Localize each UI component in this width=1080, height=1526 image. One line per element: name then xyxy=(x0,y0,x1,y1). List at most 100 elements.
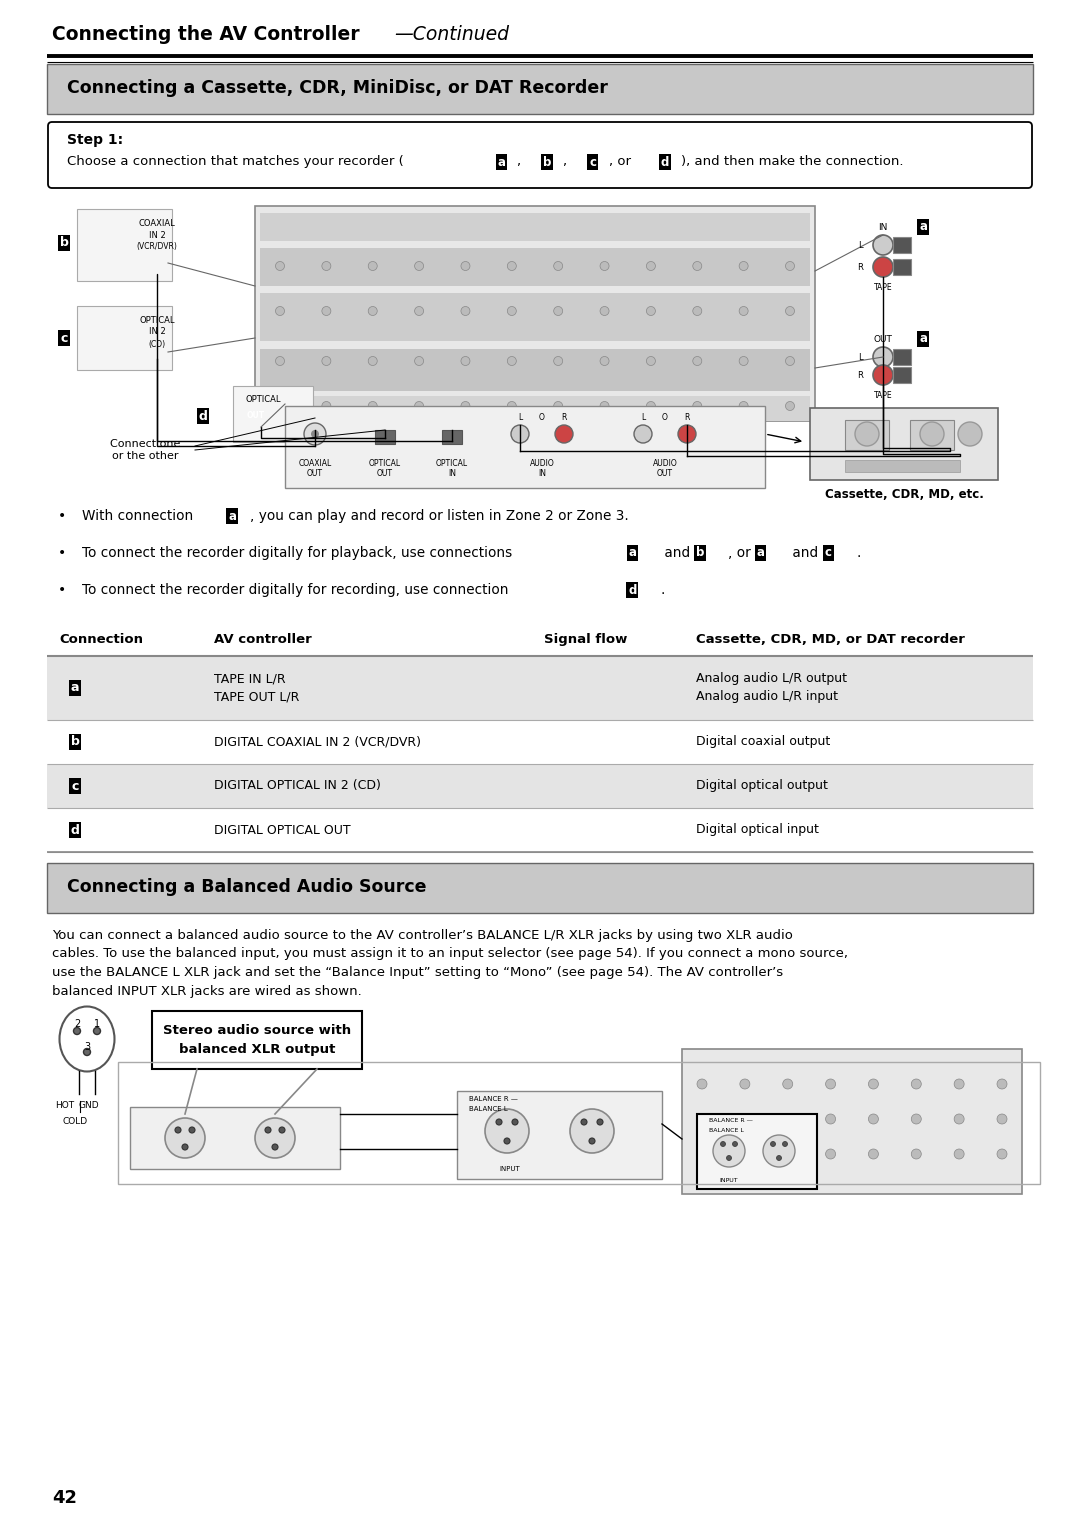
Circle shape xyxy=(600,261,609,270)
Bar xyxy=(77,209,172,281)
Text: IN 2: IN 2 xyxy=(149,328,165,337)
Circle shape xyxy=(189,1128,195,1132)
Circle shape xyxy=(783,1149,793,1160)
Text: TAPE IN L/R
TAPE OUT L/R: TAPE IN L/R TAPE OUT L/R xyxy=(214,673,299,703)
Text: INPUT: INPUT xyxy=(719,1178,738,1184)
Text: IN: IN xyxy=(878,223,888,232)
Text: IN 2: IN 2 xyxy=(149,230,165,240)
Bar xyxy=(48,656,1032,720)
Bar xyxy=(893,366,912,383)
Circle shape xyxy=(554,307,563,316)
Circle shape xyxy=(783,1114,793,1125)
Circle shape xyxy=(322,307,330,316)
Circle shape xyxy=(153,259,161,267)
Circle shape xyxy=(954,1149,964,1160)
Text: Cassette, CDR, MD, or DAT recorder: Cassette, CDR, MD, or DAT recorder xyxy=(696,633,964,647)
Circle shape xyxy=(647,401,656,410)
Text: BALANCE L: BALANCE L xyxy=(708,1129,744,1134)
Circle shape xyxy=(275,261,284,270)
Text: , you can play and record or listen in Zone 2 or Zone 3.: , you can play and record or listen in Z… xyxy=(249,510,629,523)
Circle shape xyxy=(727,1155,731,1160)
Circle shape xyxy=(415,307,423,316)
Circle shape xyxy=(647,307,656,316)
Bar xyxy=(48,720,1032,765)
Text: AUDIO
IN: AUDIO IN xyxy=(529,459,554,478)
Text: a: a xyxy=(71,682,79,694)
Circle shape xyxy=(461,401,470,410)
Bar xyxy=(681,1048,1022,1193)
Circle shape xyxy=(415,357,423,366)
Text: BALANCE L: BALANCE L xyxy=(469,1106,508,1112)
Circle shape xyxy=(554,261,563,270)
Text: O: O xyxy=(539,414,545,423)
Text: GND: GND xyxy=(79,1102,99,1111)
Circle shape xyxy=(368,261,377,270)
Text: Connecting the AV Controller: Connecting the AV Controller xyxy=(52,24,360,44)
Circle shape xyxy=(873,346,893,366)
Text: AUDIO
OUT: AUDIO OUT xyxy=(652,459,677,478)
Text: a: a xyxy=(919,333,927,345)
Text: 42: 42 xyxy=(52,1489,77,1508)
Circle shape xyxy=(275,307,284,316)
Circle shape xyxy=(954,1079,964,1090)
Text: •: • xyxy=(58,546,66,560)
Text: d: d xyxy=(199,409,207,423)
Text: ), and then make the connection.: ), and then make the connection. xyxy=(680,156,903,168)
Circle shape xyxy=(600,401,609,410)
Circle shape xyxy=(740,1079,750,1090)
Bar xyxy=(143,353,171,366)
Bar xyxy=(48,864,1032,913)
Circle shape xyxy=(785,357,795,366)
Text: a: a xyxy=(228,510,237,522)
Bar xyxy=(893,237,912,253)
Bar xyxy=(260,397,810,421)
Text: You can connect a balanced audio source to the AV controller’s BALANCE L/R XLR j: You can connect a balanced audio source … xyxy=(52,929,848,998)
Text: ,: , xyxy=(563,156,571,168)
Circle shape xyxy=(770,1141,775,1146)
Circle shape xyxy=(265,1128,271,1132)
Bar xyxy=(152,1012,362,1070)
Circle shape xyxy=(322,357,330,366)
Text: TAPE: TAPE xyxy=(874,282,892,291)
Bar xyxy=(48,64,1032,114)
Bar xyxy=(130,1106,340,1169)
Circle shape xyxy=(739,357,748,366)
Circle shape xyxy=(920,423,944,446)
Text: .: . xyxy=(660,583,665,597)
Circle shape xyxy=(692,307,702,316)
Circle shape xyxy=(912,1114,921,1125)
Circle shape xyxy=(783,1141,787,1146)
Text: 3: 3 xyxy=(84,1042,90,1051)
Circle shape xyxy=(554,401,563,410)
Text: Signal flow: Signal flow xyxy=(544,633,627,647)
Circle shape xyxy=(368,401,377,410)
Bar xyxy=(457,1091,662,1180)
Circle shape xyxy=(165,1119,205,1158)
Circle shape xyxy=(275,357,284,366)
Circle shape xyxy=(713,1135,745,1167)
Circle shape xyxy=(785,307,795,316)
Bar xyxy=(285,406,765,488)
Circle shape xyxy=(461,357,470,366)
Circle shape xyxy=(461,261,470,270)
Text: a: a xyxy=(919,220,927,233)
Circle shape xyxy=(697,1079,707,1090)
Circle shape xyxy=(825,1079,836,1090)
Circle shape xyxy=(739,261,748,270)
Bar xyxy=(893,349,912,365)
Text: •: • xyxy=(58,510,66,523)
Circle shape xyxy=(740,1114,750,1125)
Circle shape xyxy=(785,401,795,410)
Text: b: b xyxy=(59,237,68,249)
Text: d: d xyxy=(70,824,80,836)
Text: OPTICAL
IN: OPTICAL IN xyxy=(436,459,468,478)
Circle shape xyxy=(873,235,893,255)
Bar xyxy=(845,459,960,472)
Text: HOT: HOT xyxy=(55,1102,75,1111)
Text: R: R xyxy=(562,414,567,423)
Circle shape xyxy=(368,307,377,316)
Bar xyxy=(48,807,1032,852)
Text: and: and xyxy=(788,546,823,560)
Circle shape xyxy=(912,1149,921,1160)
Circle shape xyxy=(912,1079,921,1090)
